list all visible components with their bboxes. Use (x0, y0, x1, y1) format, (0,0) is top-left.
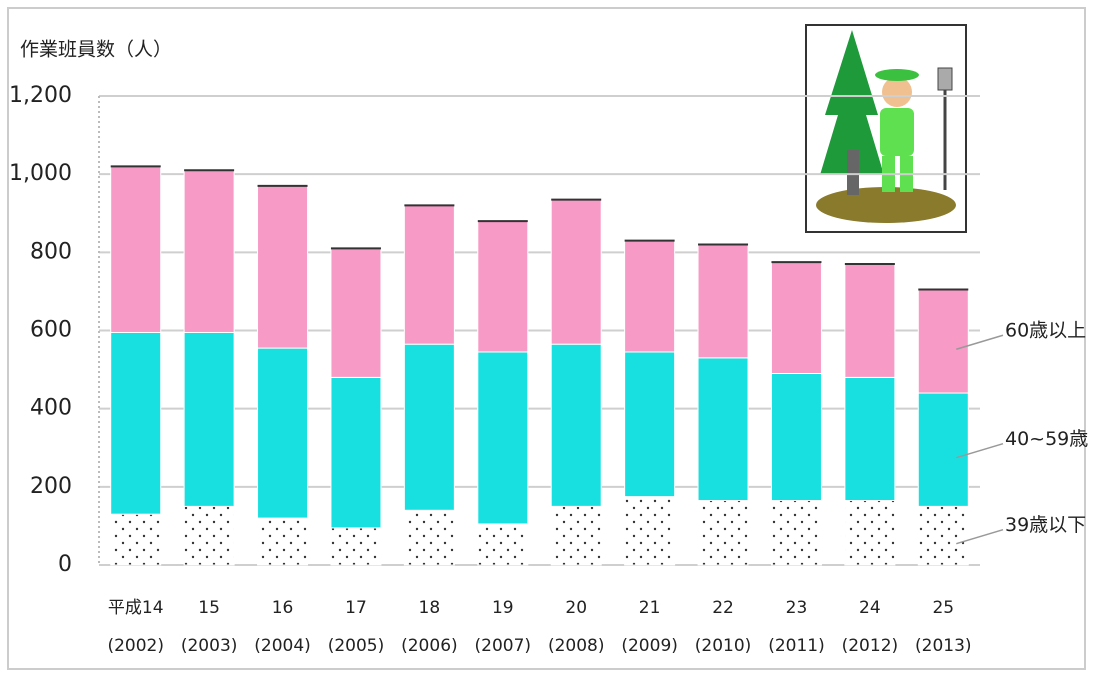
bar-segment (917, 288, 969, 394)
bar-segment (403, 509, 455, 566)
bar-segment (330, 247, 382, 378)
y-tick-label: 0 (58, 552, 72, 577)
bar-segment (477, 351, 529, 525)
bar-segment (770, 500, 822, 566)
x-tick-label: 平成14 (108, 598, 164, 618)
bar-segment (844, 376, 896, 502)
bar-segment (624, 240, 676, 353)
bar-segment (110, 165, 162, 333)
x-tick-label: 18 (419, 598, 441, 618)
leader-line (956, 528, 1004, 545)
x-tick-label: (2006) (401, 636, 458, 656)
x-tick-label: (2002) (107, 636, 164, 656)
bar-segment (917, 392, 969, 507)
chart-frame (7, 7, 1086, 670)
bar-segment (550, 343, 602, 507)
bar-segment (697, 500, 749, 566)
x-tick-label: 22 (712, 598, 734, 618)
y-tick-label: 800 (30, 239, 72, 264)
bar-segment (624, 496, 676, 566)
bar-segment (550, 505, 602, 566)
x-tick-label: 20 (565, 598, 587, 618)
bar-segment (477, 523, 529, 566)
bar-segment (257, 347, 309, 519)
y-axis-label: 作業班員数（人） (20, 39, 172, 61)
x-tick-label: (2008) (548, 636, 605, 656)
bar-segment (183, 331, 235, 507)
x-tick-label: (2005) (328, 636, 385, 656)
y-tick-label: 600 (30, 318, 72, 343)
bar-segment (257, 517, 309, 566)
bar-segment (917, 505, 969, 566)
bar-segment (624, 351, 676, 498)
leader-line (956, 442, 1004, 459)
x-tick-label: (2007) (475, 636, 532, 656)
y-tick-label: 200 (30, 474, 72, 499)
y-tick-label: 400 (30, 396, 72, 421)
bar-segment (257, 185, 309, 349)
series-label: 40~59歳 (1005, 428, 1088, 450)
x-tick-label: (2003) (181, 636, 238, 656)
bar-segment (477, 220, 529, 353)
bar-segment (110, 331, 162, 515)
x-tick-label: 21 (639, 598, 661, 618)
bar-segment (844, 500, 896, 566)
bar-segment (330, 527, 382, 566)
y-tick-label: 1,000 (9, 161, 72, 186)
bar-segment (844, 263, 896, 378)
bar-segment (110, 513, 162, 566)
bar-segment (183, 505, 235, 566)
series-label: 60歳以上 (1005, 320, 1086, 342)
bar-segment (183, 169, 235, 333)
x-tick-label: (2012) (842, 636, 899, 656)
bar-segment (550, 199, 602, 345)
x-tick-label: 25 (932, 598, 954, 618)
bar-segment (330, 376, 382, 529)
x-tick-label: (2009) (621, 636, 678, 656)
clipart (805, 24, 967, 233)
bar-segment (697, 357, 749, 502)
x-tick-label: (2011) (768, 636, 825, 656)
x-tick-label: 19 (492, 598, 514, 618)
bar-segment (770, 372, 822, 502)
x-tick-label: 15 (198, 598, 220, 618)
bar-segment (697, 244, 749, 359)
x-tick-label: (2010) (695, 636, 752, 656)
x-tick-label: 17 (345, 598, 367, 618)
series-label: 39歳以下 (1005, 514, 1086, 536)
bar-segment (403, 204, 455, 345)
x-tick-label: 24 (859, 598, 881, 618)
bar-segment (770, 261, 822, 374)
y-tick-label: 1,200 (9, 83, 72, 108)
x-tick-label: (2004) (254, 636, 311, 656)
x-tick-label: 23 (786, 598, 808, 618)
leader-line (956, 334, 1004, 350)
x-tick-label: (2013) (915, 636, 972, 656)
bar-segment (403, 343, 455, 511)
x-tick-label: 16 (272, 598, 294, 618)
